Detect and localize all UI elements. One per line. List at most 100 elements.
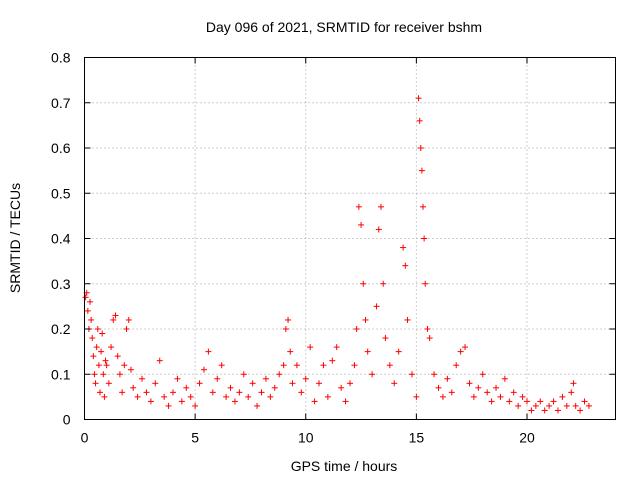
- data-point: [125, 316, 132, 323]
- data-point: [351, 362, 358, 369]
- data-point: [187, 393, 194, 400]
- data-point: [413, 393, 420, 400]
- data-point: [98, 348, 105, 355]
- data-point: [391, 380, 398, 387]
- data-point: [541, 407, 548, 414]
- data-point: [338, 384, 345, 391]
- data-point: [479, 371, 486, 378]
- data-point: [435, 384, 442, 391]
- data-point: [91, 371, 98, 378]
- data-point: [470, 393, 477, 400]
- y-tick-label: 0: [63, 412, 71, 428]
- data-point: [546, 402, 553, 409]
- data-point: [161, 393, 168, 400]
- data-point: [563, 402, 570, 409]
- data-point: [258, 389, 265, 396]
- chart-title: Day 096 of 2021, SRMTID for receiver bsh…: [206, 19, 482, 35]
- data-point: [364, 348, 371, 355]
- data-point: [143, 389, 150, 396]
- data-point: [282, 326, 289, 332]
- data-point: [293, 362, 300, 369]
- data-point: [355, 203, 362, 210]
- data-point: [200, 366, 207, 373]
- data-point: [134, 393, 141, 400]
- data-point: [114, 353, 121, 360]
- x-axis-label: GPS time / hours: [291, 458, 398, 474]
- data-point: [532, 402, 539, 409]
- plot-frame: [84, 57, 616, 420]
- data-point: [510, 389, 517, 396]
- data-point: [375, 226, 382, 233]
- data-point: [415, 95, 422, 102]
- y-tick-label: 0.8: [51, 50, 71, 66]
- data-point: [347, 380, 353, 387]
- data-point: [108, 344, 115, 351]
- data-point: [183, 384, 190, 391]
- data-point: [572, 402, 579, 409]
- data-point: [559, 393, 566, 400]
- data-point: [130, 384, 137, 391]
- y-tick-label: 0.4: [51, 231, 71, 247]
- data-point: [262, 375, 269, 382]
- data-point: [416, 117, 423, 124]
- data-point: [170, 389, 176, 396]
- data-point: [386, 362, 393, 369]
- y-tick-label: 0.6: [51, 140, 71, 156]
- data-point: [377, 203, 384, 210]
- data-point: [515, 402, 522, 409]
- data-series: [82, 95, 592, 414]
- data-point: [84, 307, 91, 314]
- data-point: [333, 344, 340, 351]
- data-point: [484, 389, 491, 396]
- data-point: [101, 393, 108, 400]
- data-point: [329, 357, 336, 364]
- data-point: [524, 398, 530, 405]
- data-point: [420, 203, 427, 210]
- data-point: [94, 326, 101, 332]
- data-point: [353, 326, 360, 332]
- data-point: [116, 371, 123, 378]
- data-point: [95, 362, 102, 369]
- data-point: [453, 362, 460, 369]
- data-point: [276, 371, 283, 378]
- data-point: [585, 402, 592, 409]
- data-point: [448, 389, 455, 396]
- data-point: [123, 326, 130, 332]
- data-point: [422, 280, 429, 287]
- data-point: [488, 398, 495, 405]
- data-point: [105, 380, 112, 387]
- data-point: [236, 389, 243, 396]
- data-point: [103, 362, 110, 369]
- data-point: [444, 375, 451, 382]
- data-point: [431, 371, 438, 378]
- data-point: [218, 362, 225, 369]
- data-point: [152, 380, 159, 387]
- data-point: [289, 380, 296, 387]
- y-tick-label: 0.5: [51, 185, 71, 201]
- data-point: [324, 393, 331, 400]
- data-point: [360, 280, 367, 287]
- data-point: [404, 316, 411, 323]
- data-point: [87, 298, 94, 305]
- y-tick-label: 0.2: [51, 321, 71, 337]
- data-point: [402, 262, 409, 269]
- data-point: [174, 375, 181, 382]
- data-point: [421, 235, 428, 242]
- data-point: [358, 221, 365, 228]
- data-point: [205, 348, 212, 355]
- x-tick-label: 10: [298, 430, 314, 446]
- data-point: [92, 380, 99, 387]
- data-point: [316, 380, 323, 387]
- y-tick-label: 0.1: [51, 366, 71, 382]
- y-axis-label: SRMTID / TECUs: [7, 183, 23, 293]
- data-point: [196, 380, 203, 387]
- x-tick-label: 15: [409, 430, 425, 446]
- data-point: [102, 357, 109, 364]
- data-point: [165, 402, 172, 409]
- data-point: [121, 362, 128, 369]
- data-point: [119, 389, 126, 396]
- data-point: [112, 312, 119, 319]
- data-point: [271, 384, 278, 391]
- data-point: [501, 375, 508, 382]
- data-point: [99, 330, 106, 337]
